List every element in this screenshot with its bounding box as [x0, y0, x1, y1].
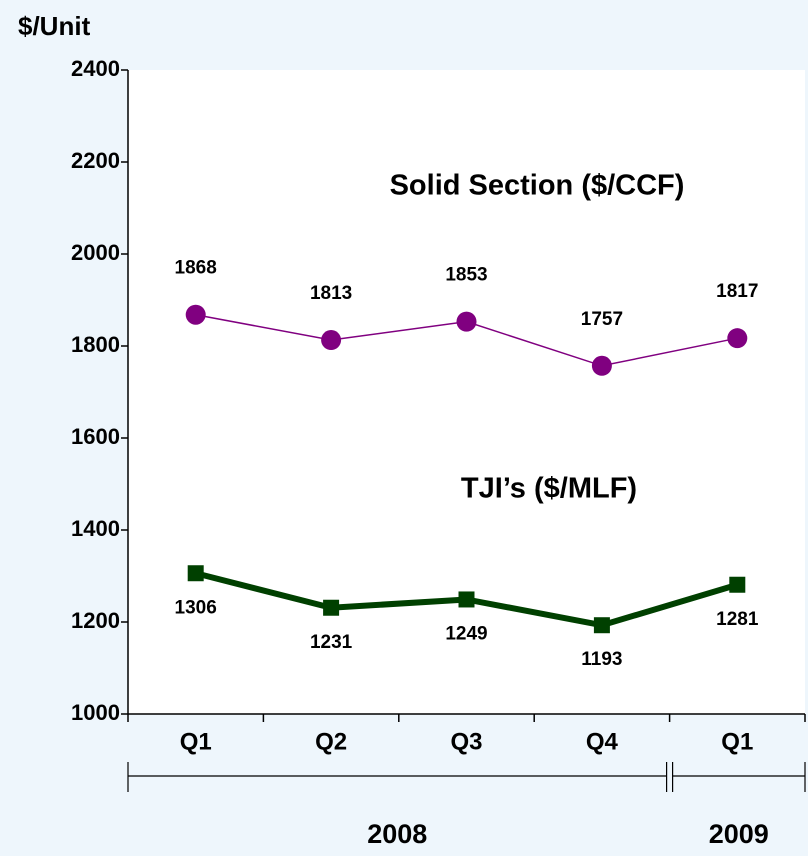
- x-tick-label: Q3: [450, 728, 482, 755]
- marker: [729, 576, 746, 593]
- data-label: 1281: [716, 609, 759, 630]
- marker: [458, 591, 475, 608]
- y-tick-label: 2200: [71, 148, 120, 173]
- marker: [727, 328, 748, 349]
- group-label: 2008: [367, 819, 427, 849]
- x-tick-label: Q4: [586, 728, 619, 755]
- group-label: 2009: [709, 819, 769, 849]
- series-label: Solid Section ($/CCF): [390, 170, 685, 202]
- x-tick-label: Q1: [180, 728, 212, 755]
- data-label: 1231: [310, 632, 353, 653]
- data-label: 1757: [581, 309, 623, 330]
- data-label: 1817: [716, 281, 758, 302]
- marker: [593, 617, 610, 634]
- plot-area: [128, 70, 805, 714]
- data-label: 1813: [310, 283, 352, 304]
- y-tick-label: 1000: [71, 700, 120, 725]
- marker: [591, 355, 612, 376]
- y-tick-label: 1200: [71, 608, 120, 633]
- y-axis-label: $/Unit: [18, 11, 91, 41]
- marker: [456, 311, 477, 332]
- marker: [187, 565, 204, 582]
- y-tick-label: 1400: [71, 516, 120, 541]
- marker: [185, 304, 206, 325]
- data-label: 1306: [175, 597, 217, 618]
- data-label: 1249: [445, 623, 487, 644]
- series-label: TJI’s ($/MLF): [461, 473, 637, 505]
- data-label: 1868: [175, 258, 217, 279]
- y-tick-label: 2000: [71, 240, 120, 265]
- y-tick-label: 1600: [71, 424, 120, 449]
- y-tick-label: 2400: [71, 56, 120, 81]
- data-label: 1853: [445, 265, 487, 286]
- x-tick-label: Q2: [315, 728, 347, 755]
- marker: [323, 599, 340, 616]
- x-tick-label: Q1: [721, 728, 753, 755]
- data-label: 1193: [581, 649, 622, 670]
- marker: [321, 330, 342, 351]
- y-tick-label: 1800: [71, 332, 120, 357]
